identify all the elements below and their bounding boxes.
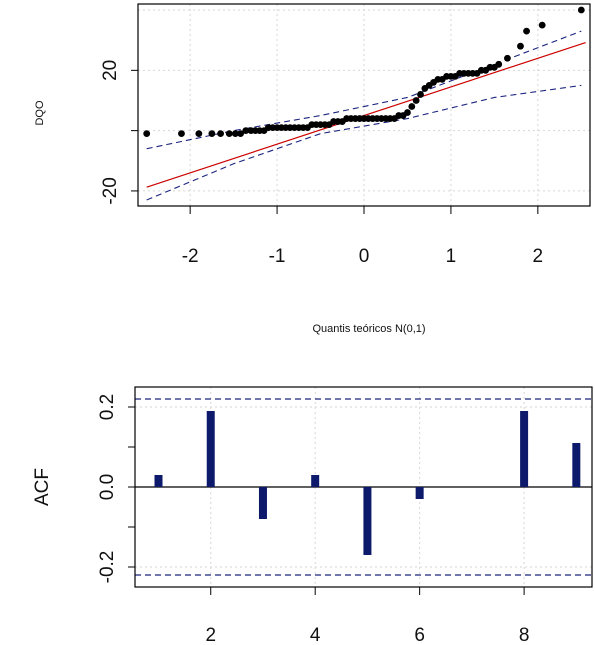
qq-x-tick-label: 0 <box>359 246 370 267</box>
acf-x-tick-label: 8 <box>519 625 530 645</box>
acf-y-tick-label: 0.0 <box>97 474 118 500</box>
qq-y-tick-label: -20 <box>100 177 121 204</box>
acf-bar <box>572 443 581 487</box>
qq-point <box>412 97 420 104</box>
acf-y-axis: -0.2 0.0 0.2 <box>97 394 135 584</box>
acf-bar <box>363 487 372 555</box>
qq-x-axis-label: Quantis teóricos N(0,1) <box>312 323 425 335</box>
qq-point <box>577 6 585 14</box>
qq-point <box>538 21 546 29</box>
qq-point <box>208 130 216 138</box>
acf-x-tick-label: 4 <box>310 625 321 645</box>
acf-bar <box>520 411 529 487</box>
qq-point <box>504 54 511 62</box>
acf-bar <box>154 475 163 487</box>
qq-x-tick-label: 1 <box>446 246 457 267</box>
qq-point <box>417 91 424 98</box>
acf-x-axis: 2 4 6 8 <box>205 587 529 645</box>
acf-bar <box>311 475 320 487</box>
qq-grid <box>138 4 590 206</box>
acf-y-tick-label: 0.2 <box>97 394 118 420</box>
qq-reference-line <box>146 41 586 188</box>
qq-x-tick-label: 2 <box>533 246 544 267</box>
qq-point <box>404 109 411 116</box>
acf-bars <box>154 411 581 555</box>
acf-y-axis-label: ACF <box>32 468 53 506</box>
qq-y-axis: -20 20 <box>100 60 138 205</box>
acf-plot: 2 4 6 8 -0.2 0.0 0.2 ACF <box>32 386 593 645</box>
qq-point <box>242 127 250 135</box>
qq-point <box>408 103 416 110</box>
qq-reference-line-path <box>146 41 586 188</box>
acf-confidence-band <box>135 398 592 576</box>
acf-y-tick-label: -0.2 <box>97 551 118 584</box>
qq-point <box>143 130 151 138</box>
qq-y-tick-label: 20 <box>100 60 121 81</box>
qq-point <box>231 130 239 138</box>
acf-x-tick-label: 2 <box>205 625 216 645</box>
acf-bar <box>415 487 424 499</box>
acf-bar <box>206 411 215 487</box>
qq-point <box>195 130 203 138</box>
qq-envelope-lower <box>146 84 582 201</box>
qq-point <box>237 130 244 138</box>
acf-bar <box>258 487 267 519</box>
qq-x-tick-label: -2 <box>182 246 199 267</box>
qq-point <box>178 130 185 138</box>
qq-y-axis-label: DQO <box>34 100 46 126</box>
qq-point <box>225 130 233 138</box>
qq-point <box>517 42 524 50</box>
qq-x-axis: -2 -1 0 1 2 <box>182 206 543 267</box>
qq-x-tick-label: -1 <box>269 246 286 267</box>
qq-plot: -2 -1 0 1 2 -20 20 Quantis teóricos N(0,1) DQ… <box>34 3 591 335</box>
qq-point <box>495 60 503 68</box>
qq-points <box>143 6 585 138</box>
acf-x-tick-label: 6 <box>414 625 425 645</box>
qq-point <box>217 130 224 138</box>
qq-point <box>523 27 530 35</box>
